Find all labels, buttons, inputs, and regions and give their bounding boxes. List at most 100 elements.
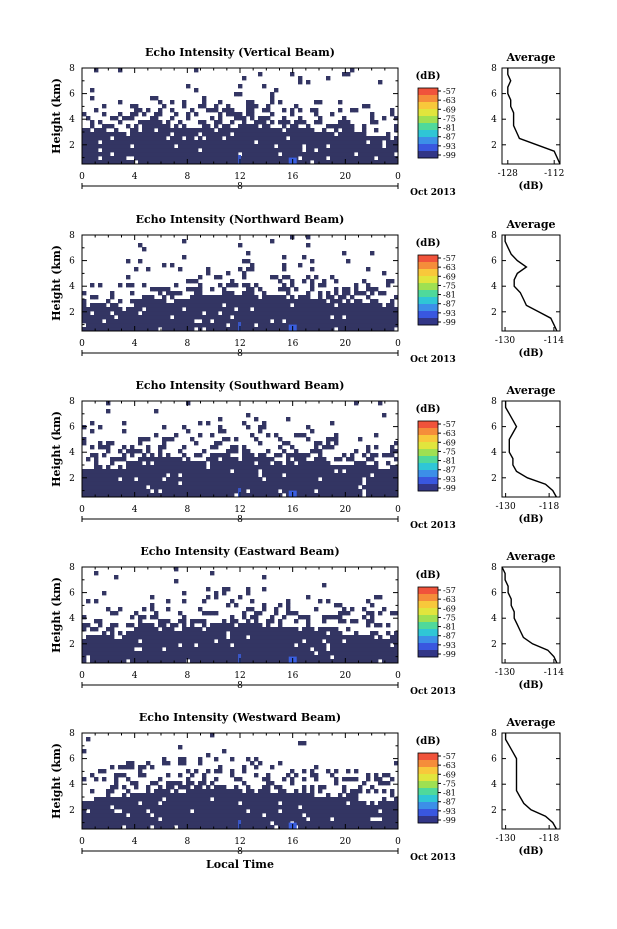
echo-cell (154, 160, 159, 165)
echo-cell (186, 805, 191, 810)
echo-cell (122, 148, 127, 153)
echo-cell (94, 817, 99, 822)
echo-cell (274, 311, 279, 316)
echo-cell (86, 116, 91, 121)
echo-cell (110, 825, 115, 830)
echo-cell (342, 805, 347, 810)
echo-cell (126, 144, 131, 149)
echo-cell (198, 643, 203, 648)
echo-cell (178, 797, 183, 802)
echo-cell (302, 643, 307, 648)
echo-cell (286, 473, 291, 478)
echo-cell (218, 473, 223, 478)
echo-cell (90, 801, 95, 806)
echo-cell (290, 777, 295, 782)
echo-cell (246, 631, 251, 636)
echo-cell (354, 291, 359, 296)
echo-cell (118, 144, 123, 149)
echo-cell (146, 315, 151, 320)
echo-cell (350, 152, 355, 157)
echo-cell (358, 813, 363, 818)
echo-cell (226, 132, 231, 137)
echo-cell (150, 485, 155, 490)
echo-cell (118, 152, 123, 157)
echo-cell (282, 813, 287, 818)
echo-cell (242, 445, 247, 450)
echo-cell (82, 623, 87, 628)
echo-cell (134, 461, 139, 466)
echo-cell (94, 639, 99, 644)
echo-cell (194, 635, 199, 640)
echo-cell (370, 639, 375, 644)
echo-cell (182, 615, 187, 620)
echo-cell (314, 647, 319, 652)
echo-cell (98, 425, 103, 430)
echo-cell (298, 643, 303, 648)
echo-cell (318, 659, 323, 664)
echo-cell (102, 635, 107, 640)
echo-cell (154, 793, 159, 798)
echo-cell (342, 148, 347, 153)
echo-cell (338, 603, 343, 608)
colorbar-swatch (418, 816, 438, 824)
echo-cell (278, 287, 283, 292)
echo-cell (234, 817, 239, 822)
echo-cell (258, 429, 263, 434)
echo-cell (350, 481, 355, 486)
echo-cell (170, 785, 175, 790)
echo-cell (174, 789, 179, 794)
echo-cell (350, 797, 355, 802)
echo-cell (194, 152, 199, 157)
echo-cell (134, 485, 139, 490)
echo-cell (390, 473, 395, 478)
echo-cell (118, 805, 123, 810)
echo-cell (374, 805, 379, 810)
echo-cell (190, 805, 195, 810)
echo-cell (214, 631, 219, 636)
echo-cell (274, 473, 279, 478)
echo-cell (366, 152, 371, 157)
echo-cell (366, 136, 371, 141)
echo-cell (258, 825, 263, 830)
echo-cell (286, 805, 291, 810)
echo-cell (370, 315, 375, 320)
echo-cell (346, 327, 351, 332)
echo-cell (150, 160, 155, 165)
echo-cell (326, 599, 331, 604)
echo-cell (162, 311, 167, 316)
echo-cell (338, 805, 343, 810)
colorbar-swatch (418, 650, 438, 658)
echo-cell (198, 647, 203, 652)
echo-cell (294, 136, 299, 141)
echo-cell (314, 797, 319, 802)
colorbar-swatch (418, 137, 438, 145)
echo-cell (274, 433, 279, 438)
chart-title: Echo Intensity (Northward Beam) (136, 213, 345, 226)
echo-cell (314, 773, 319, 778)
echo-cell (290, 465, 295, 470)
echo-cell (238, 793, 243, 798)
echo-cell (246, 148, 251, 153)
colorbar-swatch (418, 781, 438, 789)
echo-cell (266, 781, 271, 786)
echo-cell (250, 615, 255, 620)
echo-cell (206, 801, 211, 806)
echo-cell (154, 485, 159, 490)
echo-cell (206, 156, 211, 161)
echo-cell (190, 627, 195, 632)
echo-cell (102, 631, 107, 636)
echo-cell (166, 809, 171, 814)
echo-cell (286, 659, 291, 664)
echo-cell (134, 805, 139, 810)
echo-cell (242, 817, 247, 822)
echo-cell (298, 263, 303, 268)
echo-cell (282, 817, 287, 822)
echo-cell (234, 821, 239, 826)
echo-cell (166, 821, 171, 826)
echo-cell (290, 112, 295, 117)
echo-cell (226, 647, 231, 652)
echo-cell (218, 112, 223, 117)
echo-cell (298, 469, 303, 474)
echo-cell (278, 465, 283, 470)
average-x-tick-label: -130 (496, 502, 516, 512)
